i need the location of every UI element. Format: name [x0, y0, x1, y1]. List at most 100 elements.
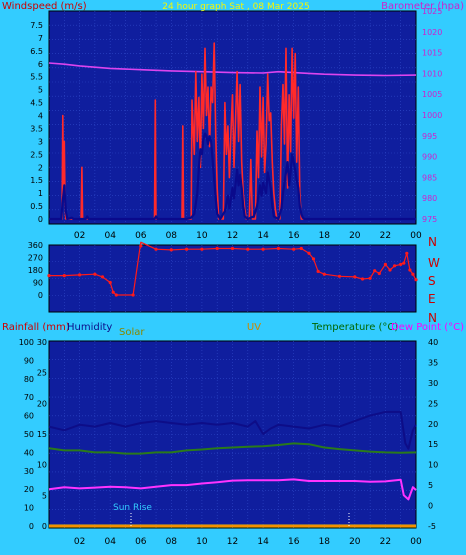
humidity-tick-label: 0 [29, 522, 34, 531]
x-tick-label: 06 [135, 231, 147, 241]
x-tick-label: 08 [166, 231, 178, 241]
humidity-tick-label: 20 [24, 485, 34, 494]
temperature-tick-label: 40 [428, 338, 438, 347]
windspeed-tick-label: 5.5 [30, 73, 43, 82]
x-tick-label: 18 [319, 231, 331, 241]
temperature-tick-label: 25 [428, 399, 438, 408]
compass-label: E [428, 292, 436, 306]
wind-y-ticks: 0 0.5 1 1.5 2 2.5 3 3.5 4 4.5 5 5.5 6 6.5 7 7.5 [30, 21, 43, 224]
direction-tick-label: 360 [28, 241, 43, 250]
rainfall-tick-label: 15 [37, 430, 47, 439]
barometer-tick-label: 975 [422, 215, 437, 224]
x-tick-label: 16 [288, 231, 300, 241]
temperature-series [48, 410, 417, 528]
sunrise-label: Sun Rise [113, 503, 152, 513]
x-tick-label: 02 [74, 231, 85, 241]
x-tick-label: 14 [257, 231, 269, 241]
barometer-line [48, 62, 417, 77]
windspeed-tick-label: 3 [38, 137, 43, 146]
compass-label: W [428, 256, 440, 270]
rainfall-tick-label: 0 [42, 522, 47, 531]
barometer-tick-label: 1000 [422, 111, 442, 120]
barometer-tick-label: 1005 [422, 90, 442, 99]
x-tick-label: 04 [104, 231, 116, 241]
x-tick-label: 00 [410, 231, 422, 241]
temperature-tick-label: -5 [428, 522, 436, 531]
temperature-tick-label: 35 [428, 358, 438, 367]
barometer-y-ticks: 975 980 985 990 995 1000 1005 1010 1015 1020 1025 [422, 7, 442, 224]
windspeed-tick-label: 0 [38, 215, 43, 224]
rainfall-tick-label: 5 [42, 491, 47, 500]
windspeed-tick-label: 3.5 [30, 125, 43, 134]
barometer-tick-label: 995 [422, 132, 437, 141]
x-tick-label: 10 [196, 537, 208, 547]
x-tick-label: 20 [349, 231, 361, 241]
humidity-tick-label: 100 [19, 338, 34, 347]
x-tick-label: 20 [349, 537, 361, 547]
barometer-tick-label: 985 [422, 173, 437, 182]
direction-series [47, 241, 418, 297]
humidity-tick-label: 30 [24, 467, 34, 476]
x-tick-label: 16 [288, 537, 300, 547]
humidity-tick-label: 70 [24, 393, 34, 402]
direction-tick-label: 180 [28, 266, 43, 275]
direction-tick-label: 0 [38, 291, 43, 300]
compass-label: N [428, 235, 437, 249]
windspeed-tick-label: 2 [38, 163, 43, 172]
rainfall-axis-label: Rainfall (mm) [2, 322, 70, 333]
humidity-tick-label: 40 [24, 448, 34, 457]
humidity-tick-label: 50 [24, 430, 34, 439]
direction-line [49, 241, 417, 296]
x-tick-label: 14 [257, 537, 269, 547]
barometer-tick-label: 1025 [422, 7, 442, 16]
humidity-tick-label: 10 [24, 504, 34, 513]
wind-series [48, 42, 417, 221]
dewpoint-axis-label: Dew Point (°C) [391, 322, 464, 333]
temperature-tick-label: 30 [428, 379, 438, 388]
x-tick-label: 04 [104, 537, 116, 547]
windspeed-tick-label: 6.5 [30, 47, 43, 56]
barometer-tick-label: 1020 [422, 28, 442, 37]
rainfall-tick-label: 20 [37, 399, 47, 408]
x-tick-label: 06 [135, 537, 147, 547]
direction-y-ticks: 0 90 180 270 360 [28, 241, 43, 300]
direction-tick-label: 90 [33, 279, 43, 288]
windspeed-tick-label: 6 [38, 60, 43, 69]
x-tick-label: 02 [74, 537, 85, 547]
x-tick-label: 18 [319, 537, 331, 547]
x-tick-label: 22 [380, 537, 391, 547]
windspeed-tick-label: 7.5 [30, 21, 43, 30]
direction-grid [49, 245, 416, 312]
rain-y-ticks: 0 5 10 15 20 25 30 [37, 338, 47, 531]
temperature-tick-label: 5 [428, 481, 433, 490]
windspeed-tick-label: 5 [38, 86, 43, 95]
temperature-grid [49, 341, 416, 528]
rainfall-tick-label: 30 [37, 338, 47, 347]
compass-label: N [428, 311, 437, 325]
barometer-tick-label: 990 [422, 153, 437, 162]
temperature-tick-label: 10 [428, 461, 438, 470]
barometer-axis-label: Barometer (hpa) [381, 1, 464, 12]
windspeed-tick-label: 4 [38, 112, 43, 121]
temperature-tick-label: 20 [428, 420, 438, 429]
windspeed-tick-label: 1 [38, 189, 43, 198]
x-tick-label: 22 [380, 231, 391, 241]
windspeed-tick-label: 4.5 [30, 99, 43, 108]
x-tick-label: 12 [227, 537, 238, 547]
humidity-tick-label: 90 [24, 356, 34, 365]
rainfall-tick-label: 25 [37, 369, 47, 378]
x-tick-label: 10 [196, 231, 208, 241]
barometer-tick-label: 980 [422, 194, 437, 203]
uv-axis-label: UV [247, 322, 261, 333]
compass-label: S [428, 274, 436, 288]
x-tick-label: 00 [410, 537, 422, 547]
barometer-tick-label: 1010 [422, 69, 442, 78]
humidity-tick-label: 60 [24, 412, 34, 421]
direction-tick-label: 270 [28, 254, 43, 263]
solar-axis-label: Solar [119, 327, 145, 338]
humidity-y-ticks: 0 10 20 30 40 50 60 70 80 90 100 [19, 338, 34, 531]
humidity-tick-label: 80 [24, 375, 34, 384]
humidity-line [48, 410, 417, 450]
